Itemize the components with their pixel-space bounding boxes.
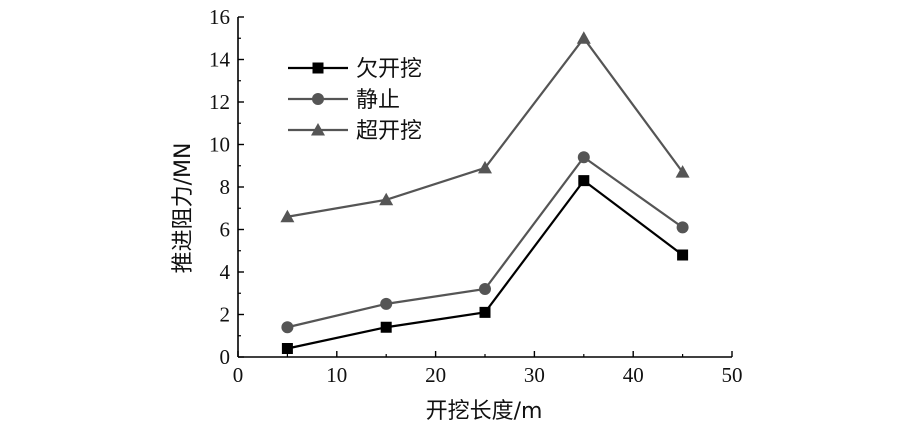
- data-point-circle: [380, 297, 393, 310]
- data-point-triangle: [379, 192, 394, 206]
- x-tick-label: 0: [233, 363, 244, 387]
- data-point-circle: [281, 321, 294, 334]
- y-tick-label: 4: [220, 260, 231, 284]
- x-axis-label: 开挖长度/m: [426, 399, 543, 424]
- y-tick-label: 16: [209, 5, 230, 29]
- x-tick-label: 20: [425, 363, 446, 387]
- series-2: [281, 151, 689, 334]
- data-point-square: [479, 306, 491, 318]
- data-point-square: [380, 321, 392, 333]
- series-line: [287, 36, 684, 218]
- y-axis-label: 推进阻力/MN: [171, 143, 196, 274]
- legend-item: 欠开挖: [288, 57, 422, 82]
- series-3: [280, 31, 690, 223]
- data-point-triangle: [280, 209, 295, 223]
- legend-label: 超开挖: [356, 119, 422, 144]
- series-1: [281, 175, 689, 354]
- data-point-square: [677, 249, 689, 261]
- y-tick-label: 10: [209, 133, 230, 157]
- data-point-circle: [676, 221, 689, 234]
- data-point-square: [281, 343, 293, 354]
- data-point-circle: [577, 151, 590, 164]
- series-line: [287, 155, 684, 329]
- ticks: 0 10 20 30 40 50 0 2 4 6 8 10 12 14 16: [209, 5, 743, 387]
- legend-marker-square: [312, 62, 324, 74]
- legend-item: 超开挖: [288, 119, 422, 144]
- x-tick-label: 10: [326, 363, 347, 387]
- data-point-square: [578, 175, 590, 187]
- legend-label: 欠开挖: [356, 57, 422, 82]
- x-tick-label: 30: [524, 363, 545, 387]
- y-tick-label: 6: [220, 218, 231, 242]
- y-tick-label: 14: [209, 48, 231, 72]
- data-point-triangle: [478, 160, 492, 174]
- legend-item: 静止: [288, 88, 400, 113]
- y-tick-label: 2: [220, 303, 231, 327]
- data-point-triangle: [675, 165, 690, 178]
- y-tick-label: 0: [220, 345, 231, 369]
- legend-label: 静止: [356, 88, 400, 113]
- legend-marker-circle: [312, 93, 324, 105]
- data-point-circle: [479, 283, 491, 295]
- legend-marker-triangle: [311, 123, 325, 136]
- series-group: [280, 31, 690, 354]
- x-tick-label: 40: [623, 363, 644, 387]
- data-point-triangle: [576, 31, 591, 44]
- y-tick-label: 8: [220, 175, 231, 199]
- x-tick-label: 50: [722, 363, 743, 387]
- y-tick-label: 12: [209, 90, 230, 114]
